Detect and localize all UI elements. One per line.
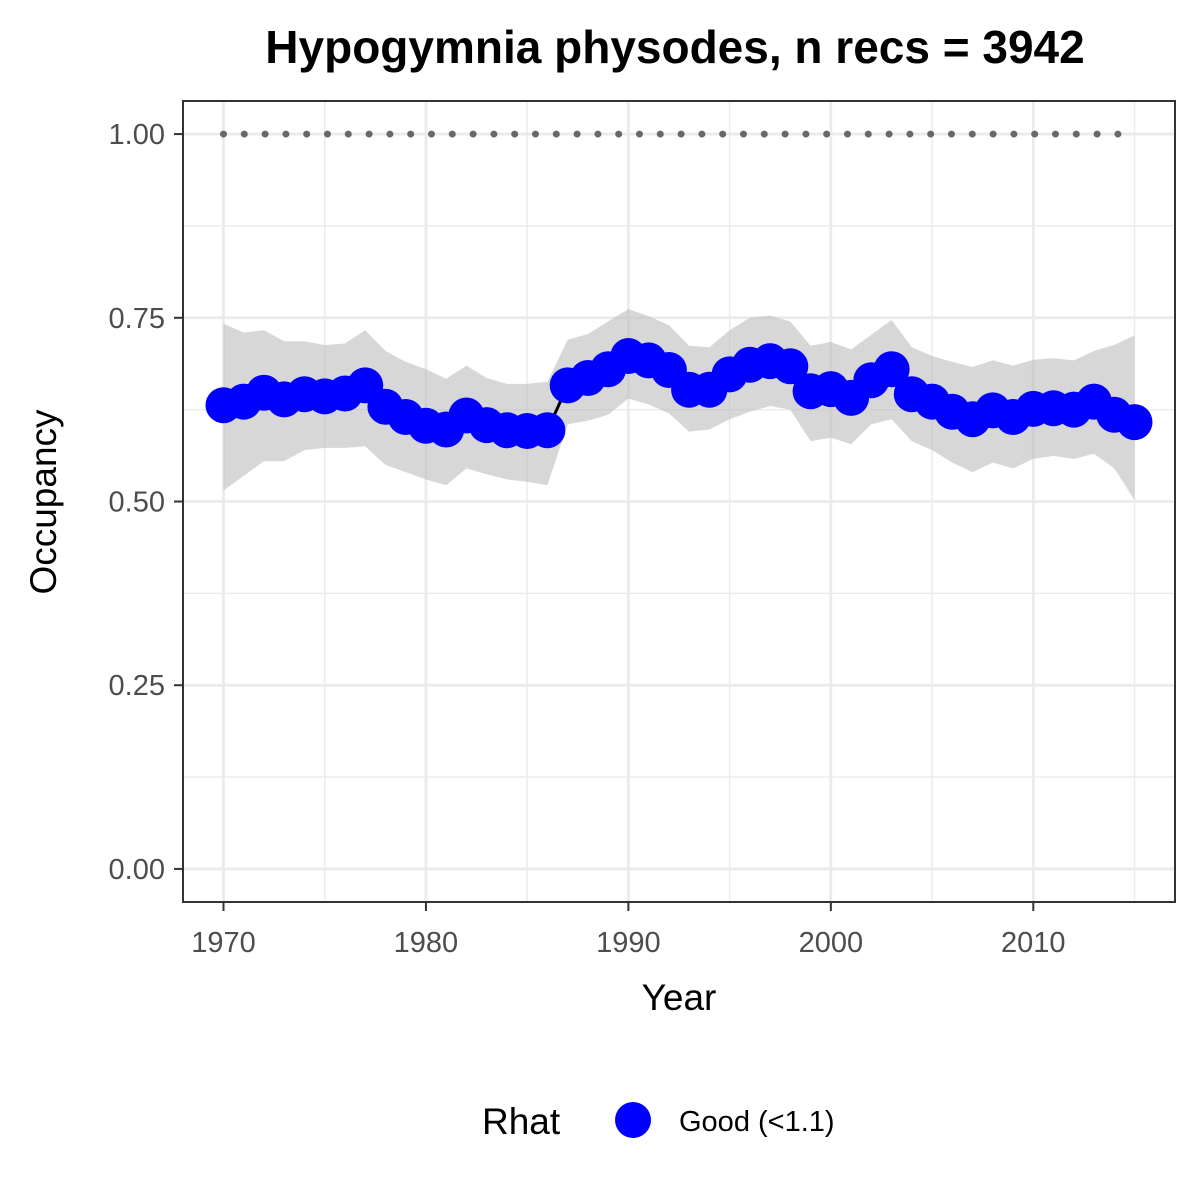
legend-label-good: Good (<1.1) <box>679 1106 835 1138</box>
x-axis-title: Year <box>642 977 717 1018</box>
data-point-1986 <box>529 412 566 449</box>
legend: Rhat Good (<1.1) <box>482 1101 835 1142</box>
y-tick-label-4: 1.00 <box>109 119 165 151</box>
legend-key-good <box>615 1102 651 1138</box>
y-tick-label-2: 0.50 <box>109 487 165 519</box>
y-axis-title: Occupancy <box>23 409 64 595</box>
major-gridlines <box>183 101 1175 902</box>
legend-title: Rhat <box>482 1101 561 1142</box>
x-tick-label-0: 1970 <box>191 927 256 959</box>
y-tick-label-3: 0.75 <box>109 303 165 335</box>
x-tick-label-2: 1990 <box>596 927 661 959</box>
x-tick-label-1: 1980 <box>394 927 459 959</box>
x-tick-label-3: 2000 <box>799 927 864 959</box>
y-tick-label-1: 0.25 <box>109 670 165 702</box>
x-tick-label-4: 2010 <box>1001 927 1066 959</box>
data-point-2015 <box>1116 404 1153 441</box>
occupancy-points <box>205 338 1153 449</box>
chart-title: Hypogymnia physodes, n recs = 3942 <box>265 21 1084 73</box>
data-point-1998 <box>772 348 809 385</box>
y-tick-label-0: 0.00 <box>109 854 165 886</box>
y-axis: 0.00 0.25 0.50 0.75 1.00 <box>109 119 183 886</box>
data-point-2003 <box>873 351 910 388</box>
x-axis: 1970 1980 1990 2000 2010 <box>191 902 1066 959</box>
